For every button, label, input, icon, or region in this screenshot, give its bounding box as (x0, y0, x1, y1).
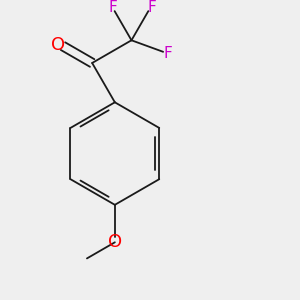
Text: O: O (108, 233, 122, 251)
Text: F: F (148, 0, 156, 15)
Text: O: O (51, 36, 65, 54)
Text: F: F (109, 0, 118, 15)
Text: F: F (163, 46, 172, 61)
